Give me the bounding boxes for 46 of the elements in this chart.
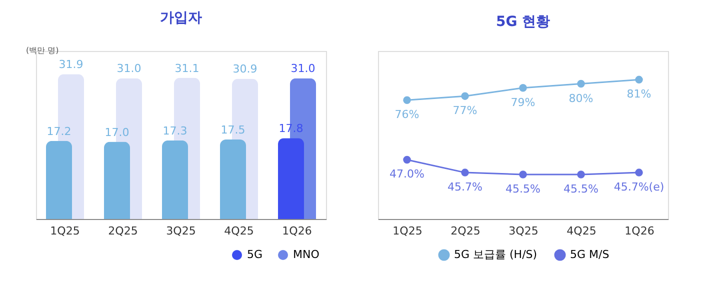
data-label: 31.9 xyxy=(58,58,84,72)
legend-label: 5G xyxy=(247,248,263,261)
data-label: 17.0 xyxy=(104,126,130,139)
data-label: 31.0 xyxy=(116,62,142,76)
bar xyxy=(278,138,304,219)
x-tick-label: 1Q25 xyxy=(392,224,422,238)
data-label: 79% xyxy=(510,96,536,109)
data-label: 17.3 xyxy=(162,124,188,138)
data-label: 47.0% xyxy=(390,168,424,181)
x-tick-label: 1Q26 xyxy=(624,224,654,238)
chart-title: 가입자 xyxy=(160,10,202,26)
annotation: (백만 명) xyxy=(26,46,59,55)
data-label: 80% xyxy=(568,92,594,105)
data-label: 45.5% xyxy=(506,182,540,196)
data-label: 31.0 xyxy=(290,62,316,76)
bar xyxy=(220,140,246,219)
x-tick-label: 4Q25 xyxy=(566,224,596,238)
data-label: 30.9 xyxy=(232,62,258,76)
data-label: 81% xyxy=(626,88,652,101)
data-label: 31.1 xyxy=(174,62,200,75)
point xyxy=(461,92,469,100)
point xyxy=(519,84,527,92)
data-label: 17.2 xyxy=(46,124,72,138)
x-tick-label: 2Q25 xyxy=(108,224,138,238)
point xyxy=(635,76,643,84)
bar xyxy=(46,140,72,219)
point xyxy=(403,96,411,104)
point xyxy=(577,80,585,88)
x-tick-label: 2Q25 xyxy=(450,224,480,238)
chart-title: 5G 현황 xyxy=(496,14,550,30)
data-label: 45.5% xyxy=(564,182,598,196)
x-tick-label: 4Q25 xyxy=(224,224,254,238)
x-tick-label: 3Q25 xyxy=(166,224,196,238)
legend-label: 5G 보급률 (H/S) xyxy=(454,248,538,261)
bar xyxy=(104,142,130,219)
data-label: 77% xyxy=(452,104,478,118)
x-tick-label: 1Q25 xyxy=(50,224,80,238)
legend-label: MNO xyxy=(293,248,320,261)
bar xyxy=(162,140,188,219)
data-label: 17.5 xyxy=(220,124,246,137)
data-label: 45.7% xyxy=(448,180,482,194)
data-label: 45.7%(e) xyxy=(614,180,664,194)
data-label: 76% xyxy=(394,108,420,122)
x-tick-label: 3Q25 xyxy=(508,224,538,238)
x-tick-label: 1Q26 xyxy=(282,224,312,238)
legend-label: 5G M/S xyxy=(570,248,610,261)
